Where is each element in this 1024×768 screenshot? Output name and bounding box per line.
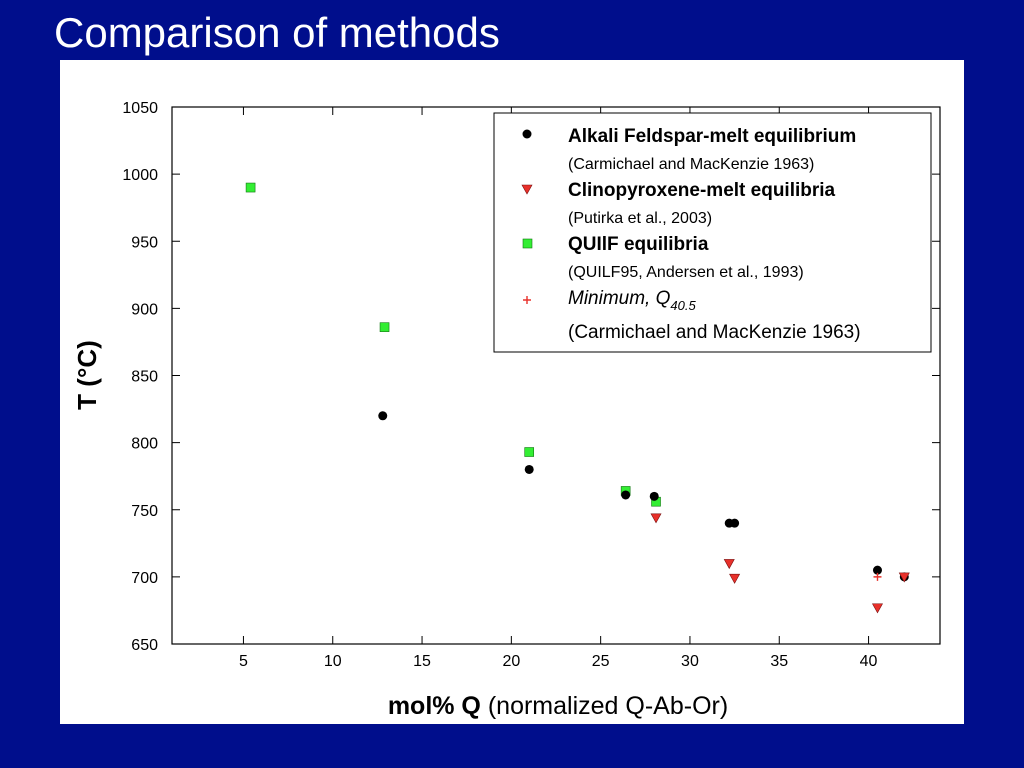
legend-quilf-source: (QUILF95, Andersen et al., 1993) xyxy=(568,264,804,281)
legend-minimum-subscript: 40.5 xyxy=(670,298,696,313)
legend-quilf-marker xyxy=(522,238,533,249)
legend-clinopyroxene-name: Clinopyroxene-melt equilibria xyxy=(568,180,836,201)
legend-minimum-source: (Carmichael and MacKenzie 1963) xyxy=(568,322,861,343)
y-tick-label: 1000 xyxy=(122,167,158,184)
y-tick-label: 750 xyxy=(131,503,158,520)
feldspar-point xyxy=(872,565,882,575)
legend-minimum-name: Minimum, Q40.5 xyxy=(568,288,696,313)
x-tick-label: 5 xyxy=(239,653,248,670)
data-points xyxy=(245,182,910,614)
y-axis-label: T (°C) xyxy=(72,340,102,410)
clinopyroxene-point xyxy=(729,573,741,584)
legend-minimum-label: Minimum, Q xyxy=(568,288,671,309)
slide-title: Comparison of methods xyxy=(54,9,500,56)
x-tick-label: 20 xyxy=(502,653,520,670)
quilf-point xyxy=(379,322,390,332)
y-tick-label: 800 xyxy=(131,436,158,453)
legend-quilf-name: QUIlF equilibria xyxy=(568,234,709,255)
legend-feldspar-marker xyxy=(522,129,532,139)
feldspar-point xyxy=(649,491,659,501)
legend-feldspar-name: Alkali Feldspar-melt equilibrium xyxy=(568,126,856,147)
chart-panel: 650 700 750 800 850 900 950 1000 1050 5 10 15 20 25 3… xyxy=(60,60,964,724)
x-axis-label: mol% Q (normalized Q-Ab-Or) xyxy=(388,692,728,720)
x-axis-label-rest: (normalized Q-Ab-Or) xyxy=(488,692,728,720)
feldspar-point xyxy=(378,411,388,421)
feldspar-point xyxy=(730,518,740,528)
feldspar-point xyxy=(524,464,534,474)
legend-clinopyroxene-marker xyxy=(521,184,533,195)
x-axis: 5 10 15 20 25 30 35 40 xyxy=(239,107,878,670)
y-tick-label: 850 xyxy=(131,369,158,386)
legend-box xyxy=(493,112,932,353)
x-tick-label: 10 xyxy=(324,653,342,670)
legend-feldspar-source: (Carmichael and MacKenzie 1963) xyxy=(568,156,814,173)
legend-clinopyroxene-source: (Putirka et al., 2003) xyxy=(568,210,712,227)
y-tick-label: 950 xyxy=(131,234,158,251)
quilf-point xyxy=(245,182,256,193)
clinopyroxene-point xyxy=(650,513,662,524)
x-tick-label: 30 xyxy=(681,653,699,670)
minimum-point xyxy=(873,572,882,581)
x-tick-label: 40 xyxy=(860,653,878,670)
x-tick-label: 15 xyxy=(413,653,431,670)
clinopyroxene-point xyxy=(723,559,735,570)
y-tick-label: 1050 xyxy=(122,100,158,117)
legend-minimum-marker xyxy=(523,296,531,304)
y-axis: 650 700 750 800 850 900 950 1000 1050 xyxy=(122,100,940,654)
x-tick-label: 25 xyxy=(592,653,610,670)
scatter-chart: 650 700 750 800 850 900 950 1000 1050 5 10 15 20 25 3… xyxy=(72,100,941,720)
clinopyroxene-point xyxy=(871,603,883,614)
y-tick-label: 650 xyxy=(131,637,158,654)
clinopyroxene-point xyxy=(898,572,910,583)
feldspar-point xyxy=(621,490,631,500)
x-tick-label: 35 xyxy=(770,653,788,670)
quilf-point xyxy=(524,447,535,457)
y-tick-label: 900 xyxy=(131,301,158,318)
y-tick-label: 700 xyxy=(131,570,158,587)
x-axis-label-bold: mol% Q xyxy=(388,692,481,720)
legend: Alkali Feldspar-melt equilibrium (Carmic… xyxy=(493,112,932,353)
